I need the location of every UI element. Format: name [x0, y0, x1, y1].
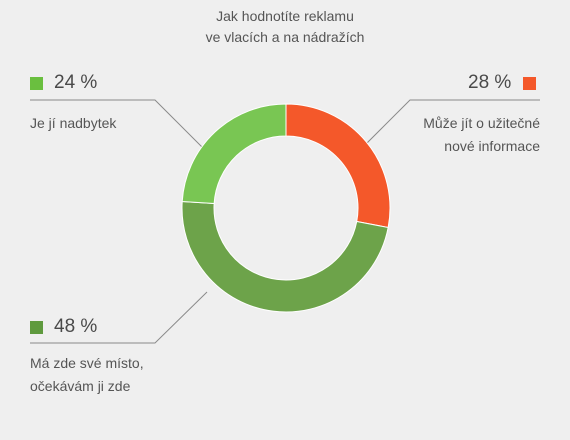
slice-description-too-much: Je jí nadbytek — [30, 112, 116, 135]
legend-swatch — [523, 76, 537, 90]
legend-entry-useful-info: 28 % — [468, 72, 537, 94]
slice-description-line: očekávám ji zde — [30, 378, 131, 394]
legend-entry-too-much: 24 % — [30, 72, 97, 94]
donut-slices — [181, 103, 391, 313]
slice-value-label: 48 % — [54, 316, 98, 337]
leader-line-has-its-place — [30, 291, 208, 344]
slice-description-line: Může jít o užitečné — [423, 115, 540, 131]
donut-slice-too-much — [181, 103, 287, 205]
legend-swatch — [30, 76, 43, 90]
slice-description-has-its-place: Má zde své místo, očekávám ji zde — [30, 352, 144, 398]
donut-slice-has-its-place — [181, 200, 389, 313]
chart-title: Jak hodnotíte reklamu ve vlacích a na ná… — [0, 6, 570, 48]
legend-entry-has-its-place: 48 % — [30, 316, 97, 338]
leader-line-too-much — [30, 99, 208, 153]
slice-description-useful-info: Může jít o užitečné nové informace — [423, 112, 540, 158]
slice-value-label: 24 % — [54, 72, 98, 93]
chart-title-line-2: ve vlacích a na nádražích — [205, 29, 365, 45]
leader-line-useful-info — [359, 99, 540, 151]
leader-lines — [30, 99, 540, 344]
legend-swatch — [30, 320, 43, 334]
slice-description-line: nové informace — [444, 138, 540, 154]
slice-value-label: 28 % — [468, 72, 512, 93]
slice-description-line: Je jí nadbytek — [30, 115, 117, 131]
chart-title-line-1: Jak hodnotíte reklamu — [216, 8, 354, 24]
slice-description-line: Má zde své místo, — [30, 355, 144, 371]
donut-slice-useful-info — [285, 103, 391, 229]
